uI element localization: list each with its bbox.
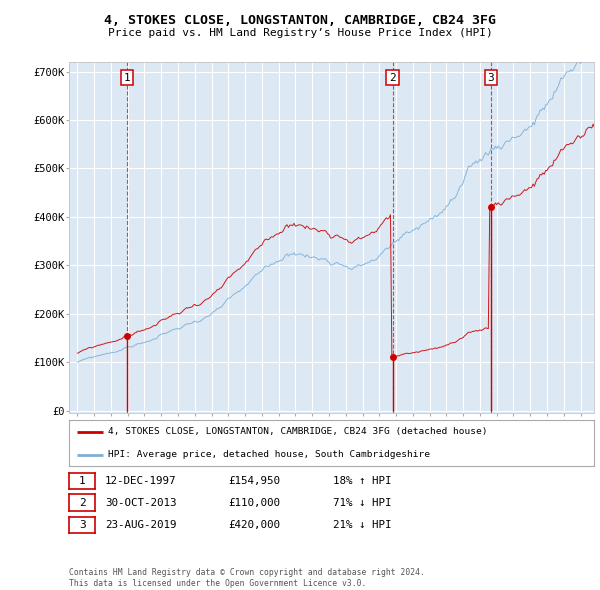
Text: 4, STOKES CLOSE, LONGSTANTON, CAMBRIDGE, CB24 3FG (detached house): 4, STOKES CLOSE, LONGSTANTON, CAMBRIDGE,… (109, 427, 488, 436)
Text: 12-DEC-1997: 12-DEC-1997 (105, 476, 176, 486)
Text: 1: 1 (79, 476, 86, 486)
Text: 2: 2 (389, 73, 396, 83)
Text: 23-AUG-2019: 23-AUG-2019 (105, 520, 176, 530)
Text: 1: 1 (124, 73, 130, 83)
Text: 21% ↓ HPI: 21% ↓ HPI (333, 520, 392, 530)
Text: This data is licensed under the Open Government Licence v3.0.: This data is licensed under the Open Gov… (69, 579, 367, 588)
Text: £110,000: £110,000 (228, 498, 280, 507)
Text: 30-OCT-2013: 30-OCT-2013 (105, 498, 176, 507)
Text: Contains HM Land Registry data © Crown copyright and database right 2024.: Contains HM Land Registry data © Crown c… (69, 568, 425, 577)
Text: 3: 3 (79, 520, 86, 530)
Text: 71% ↓ HPI: 71% ↓ HPI (333, 498, 392, 507)
Text: £154,950: £154,950 (228, 476, 280, 486)
Text: 3: 3 (487, 73, 494, 83)
Text: £420,000: £420,000 (228, 520, 280, 530)
Text: HPI: Average price, detached house, South Cambridgeshire: HPI: Average price, detached house, Sout… (109, 450, 430, 459)
Text: 18% ↑ HPI: 18% ↑ HPI (333, 476, 392, 486)
Text: Price paid vs. HM Land Registry’s House Price Index (HPI): Price paid vs. HM Land Registry’s House … (107, 28, 493, 38)
Text: 2: 2 (79, 498, 86, 507)
Text: 4, STOKES CLOSE, LONGSTANTON, CAMBRIDGE, CB24 3FG: 4, STOKES CLOSE, LONGSTANTON, CAMBRIDGE,… (104, 14, 496, 27)
